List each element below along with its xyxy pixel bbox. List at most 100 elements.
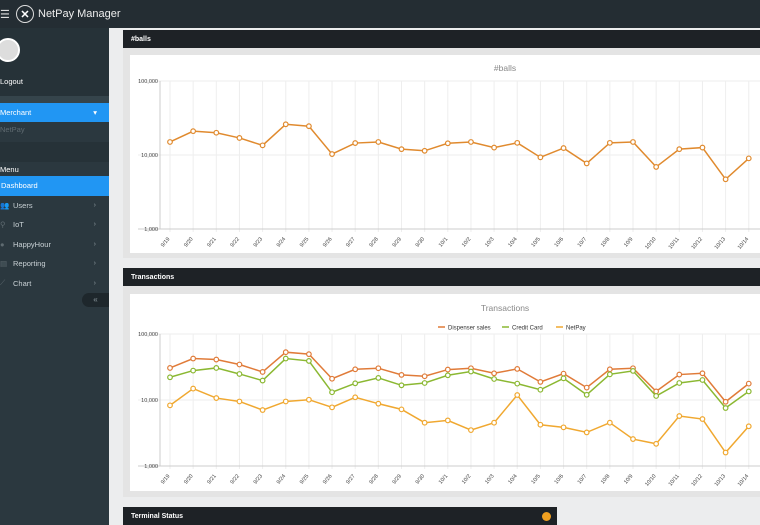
chevron-right-icon: › — [93, 279, 96, 287]
x-tick-label: 10/2 — [461, 236, 472, 248]
collapse-sidebar-button[interactable]: « — [82, 293, 109, 307]
data-point — [583, 391, 590, 398]
data-point — [491, 370, 498, 377]
y-tick-label: 100,000 — [138, 332, 158, 338]
x-tick-label: 9/19 — [160, 473, 171, 485]
data-point — [537, 379, 544, 385]
panel-title: Transactions — [123, 268, 760, 286]
sidebar-item-reporting[interactable]: ▤ Reporting › — [0, 259, 96, 269]
data-point — [375, 375, 382, 381]
x-tick-label: 10/1 — [438, 473, 449, 485]
data-point — [421, 373, 428, 380]
x-tick-label: 9/26 — [322, 236, 333, 248]
x-tick-label: 10/4 — [507, 236, 518, 248]
data-point — [514, 139, 521, 146]
data-point — [560, 424, 567, 431]
y-tick-label: 10,000 — [141, 398, 158, 404]
x-tick-label: 10/12 — [691, 236, 704, 250]
sidebar-item-users[interactable]: 👥 Users › — [0, 200, 96, 210]
sidebar-item-chart[interactable]: ⟋ Chart › — [0, 278, 96, 288]
data-point — [167, 374, 173, 381]
data-point — [653, 393, 660, 399]
data-point — [722, 398, 729, 405]
data-point — [491, 376, 498, 382]
data-point — [722, 176, 729, 183]
data-point — [606, 371, 613, 378]
balls-chart: #balls 9/19 9/20 9/21 9/22 9/23 9/24 9/25 9/26 9/… — [138, 63, 760, 251]
x-tick-label: 9/29 — [392, 473, 403, 485]
merchant-dropdown[interactable]: Merchant ▾ — [0, 103, 109, 122]
x-tick-label: 10/1 — [438, 236, 449, 248]
data-point — [606, 139, 613, 146]
x-tick-label: 9/22 — [229, 473, 240, 485]
data-point — [653, 164, 660, 170]
y-tick-label: 1,000 — [144, 227, 158, 233]
data-point — [676, 371, 683, 378]
data-point — [259, 142, 266, 149]
data-point — [421, 419, 428, 426]
x-tick-label: 10/3 — [484, 473, 495, 485]
panel-title: Terminal Status — [123, 507, 557, 525]
chevron-right-icon: › — [93, 260, 96, 268]
data-point — [236, 371, 243, 377]
series-line — [169, 357, 750, 410]
x-tick-label: 9/23 — [253, 236, 264, 248]
merchant-selected: NetPay — [0, 125, 25, 134]
data-point — [699, 377, 706, 383]
data-point — [259, 407, 266, 413]
data-point — [745, 155, 752, 162]
data-point — [213, 365, 220, 371]
x-tick-label: 10/5 — [530, 473, 541, 485]
data-point — [236, 398, 243, 405]
users-icon: 👥 — [0, 200, 10, 210]
sidebar-item-happyhour[interactable]: ● HappyHour › — [0, 239, 96, 249]
data-point — [537, 154, 544, 161]
panel-title: #balls — [123, 30, 760, 48]
data-point — [722, 405, 729, 411]
data-point — [329, 389, 335, 396]
terminal-status-panel: Terminal Status — [123, 507, 557, 525]
sidebar-item-dashboard[interactable]: Dashboard — [0, 176, 109, 196]
data-point — [745, 388, 752, 395]
x-tick-label: 9/28 — [368, 473, 379, 485]
x-tick-label: 9/26 — [322, 473, 333, 485]
logout-link[interactable]: Logout — [0, 77, 23, 86]
data-point — [653, 440, 660, 447]
reporting-icon: ▤ — [0, 259, 8, 269]
data-point — [560, 145, 567, 151]
x-tick-label: 9/24 — [276, 473, 287, 485]
data-point — [699, 416, 706, 422]
user-panel: Logout — [0, 28, 109, 96]
data-point — [444, 366, 451, 373]
data-point — [282, 349, 289, 356]
data-point — [606, 366, 613, 373]
data-point — [630, 367, 636, 374]
balls-panel: #balls #balls 9/19 9/20 9/21 9/22 9/23 9/24 9/2… — [123, 30, 760, 258]
data-point — [630, 436, 636, 442]
transactions-panel: Transactions Transactions Dispenser sales… — [123, 268, 760, 497]
data-point — [676, 146, 683, 153]
data-point — [421, 380, 428, 386]
data-point — [259, 377, 266, 384]
data-point — [676, 413, 683, 419]
data-point — [352, 394, 359, 401]
hamburger-icon[interactable]: ☰ — [0, 8, 10, 21]
menu-header: Menu — [0, 162, 109, 176]
data-point — [583, 384, 590, 391]
data-point — [699, 144, 706, 151]
data-point — [329, 404, 335, 411]
x-tick-label: 10/13 — [714, 473, 727, 487]
series-line — [169, 387, 750, 454]
sidebar-item-iot[interactable]: ⚲ IoT › — [0, 220, 96, 230]
chart-title: #balls — [494, 63, 516, 73]
data-point — [213, 129, 220, 136]
data-point — [491, 419, 498, 426]
data-point — [375, 139, 382, 145]
data-point — [213, 356, 220, 363]
series-line — [169, 123, 750, 181]
collapse-panel-icon[interactable] — [542, 512, 551, 521]
data-point — [606, 419, 613, 426]
series-line — [169, 351, 750, 403]
data-point — [699, 370, 706, 377]
sidebar: Logout Merchant ▾ NetPay Menu Dashboard 👥… — [0, 28, 109, 525]
